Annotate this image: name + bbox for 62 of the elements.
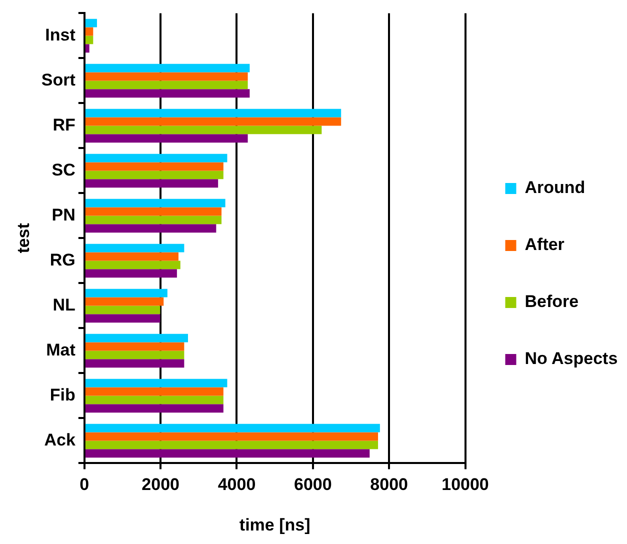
bar — [85, 449, 370, 458]
y-tick-label: PN — [52, 205, 76, 224]
bar — [85, 126, 322, 134]
bar — [85, 179, 218, 188]
bar — [85, 269, 177, 278]
bar — [85, 64, 250, 72]
bar — [85, 89, 250, 98]
y-tick-label: Mat — [46, 340, 76, 360]
bar — [85, 117, 342, 126]
y-tick-label: RG — [50, 250, 76, 270]
y-tick-label: SC — [52, 160, 76, 180]
bar — [85, 297, 164, 306]
x-tick-label: 8000 — [370, 475, 408, 494]
bar — [85, 350, 184, 360]
bar — [85, 396, 224, 404]
bar — [85, 154, 228, 162]
bar — [85, 216, 222, 224]
x-tick-label: 6000 — [294, 475, 332, 494]
bar — [85, 18, 97, 28]
bar — [85, 306, 160, 314]
legend-label: After — [524, 235, 565, 254]
x-tick-label: 2000 — [142, 475, 180, 494]
bar — [85, 334, 188, 342]
x-tick-label: 4000 — [218, 475, 256, 494]
x-tick-label: 10000 — [442, 475, 489, 494]
bar — [85, 162, 224, 171]
legend-label: Before — [524, 292, 579, 312]
bar — [85, 72, 248, 81]
x-axis-title: time [ns] — [239, 515, 310, 534]
bar — [85, 207, 222, 216]
bar — [85, 378, 228, 388]
y-tick-label: Fib — [50, 385, 76, 404]
bar — [85, 440, 378, 450]
legend-label: Around — [524, 178, 586, 198]
bar — [85, 288, 168, 298]
y-tick-label: Inst — [45, 25, 76, 44]
bar — [85, 404, 224, 413]
y-tick-label: NL — [52, 295, 76, 314]
y-tick-label: Ack — [44, 430, 76, 450]
bar — [85, 432, 378, 441]
bar — [85, 44, 90, 53]
bar — [85, 108, 342, 118]
bar — [85, 252, 178, 261]
bar — [85, 36, 94, 44]
bar — [85, 170, 224, 180]
legend-label: No Aspects — [524, 349, 618, 368]
y-axis-title: test — [14, 222, 33, 254]
bar — [85, 134, 248, 143]
bar — [85, 80, 248, 90]
bar — [85, 27, 94, 36]
bar — [85, 224, 216, 233]
bar — [85, 342, 184, 351]
bar — [85, 424, 380, 432]
bar — [85, 314, 160, 323]
y-tick-label: RF — [52, 115, 76, 134]
y-tick-label: Sort — [41, 70, 76, 90]
bar — [85, 198, 226, 208]
bar — [85, 387, 224, 396]
bar — [85, 260, 180, 270]
x-tick-label: 0 — [80, 475, 90, 494]
bar — [85, 244, 184, 252]
bar — [85, 359, 184, 368]
